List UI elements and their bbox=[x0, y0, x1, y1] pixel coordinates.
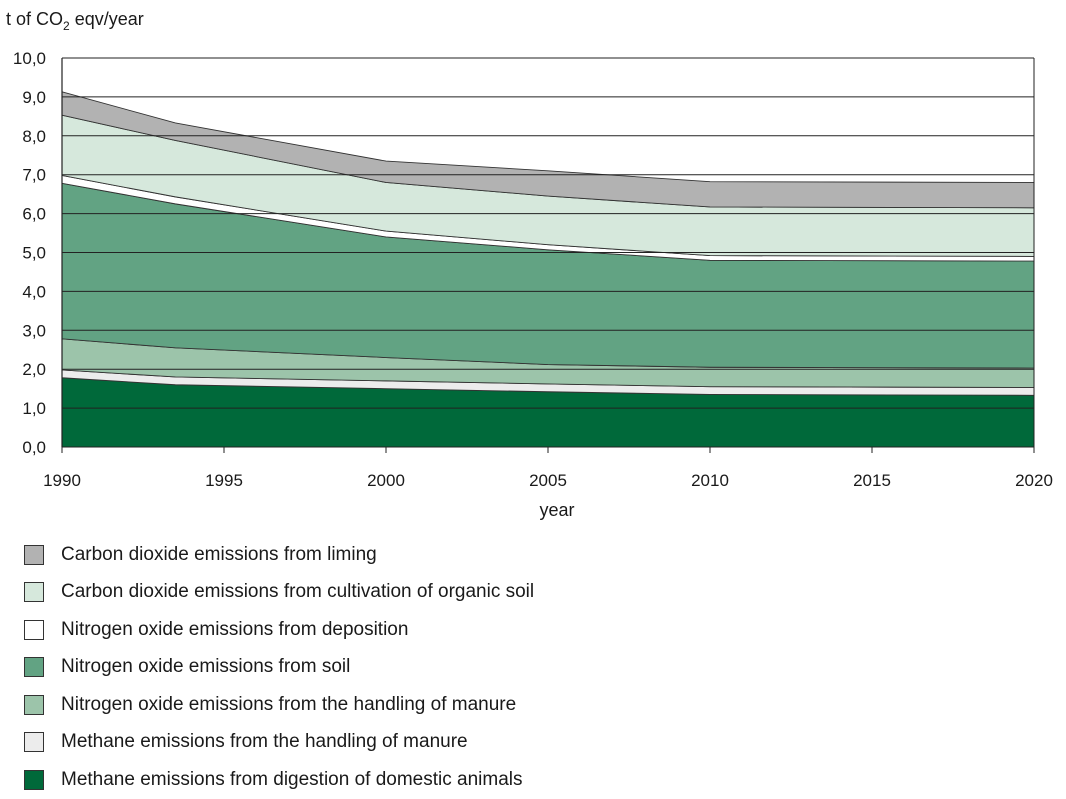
y-tick-label: 4,0 bbox=[22, 282, 46, 301]
y-tick-label: 3,0 bbox=[22, 321, 46, 340]
legend-label: Carbon dioxide emissions from liming bbox=[61, 543, 377, 565]
legend-swatch bbox=[24, 544, 44, 565]
area-layers bbox=[61, 91, 1035, 448]
legend-swatch bbox=[24, 582, 44, 603]
legend-item: Methane emissions from digestion of dome… bbox=[24, 761, 534, 799]
x-tick-label: 1995 bbox=[205, 471, 243, 490]
legend: Carbon dioxide emissions from liming Carb… bbox=[24, 536, 534, 799]
x-tick-label: 1990 bbox=[43, 471, 81, 490]
stacked-area-chart: t of CO2 eqv/year 0,0 1,0 2,0 3,0 4,0 5,0 6,0 7… bbox=[6, 9, 1053, 520]
x-tick-label: 2000 bbox=[367, 471, 405, 490]
x-tick-labels: 1990 1995 2000 2005 2010 2015 2020 bbox=[43, 471, 1053, 490]
x-tick-label: 2010 bbox=[691, 471, 729, 490]
legend-item: Nitrogen oxide emissions from the handli… bbox=[24, 686, 534, 724]
legend-swatch bbox=[24, 619, 44, 640]
legend-label: Methane emissions from digestion of dome… bbox=[61, 768, 523, 790]
y-tick-label: 2,0 bbox=[22, 360, 46, 379]
x-tick-label: 2020 bbox=[1015, 471, 1053, 490]
x-tick-label: 2005 bbox=[529, 471, 567, 490]
legend-label: Nitrogen oxide emissions from deposition bbox=[61, 618, 409, 640]
y-tick-label: 8,0 bbox=[22, 127, 46, 146]
legend-item: Carbon dioxide emissions from cultivatio… bbox=[24, 574, 534, 612]
grid-lines bbox=[61, 57, 1035, 453]
y-tick-label: 10,0 bbox=[13, 49, 46, 68]
legend-item: Carbon dioxide emissions from liming bbox=[24, 536, 534, 574]
y-tick-label: 9,0 bbox=[22, 88, 46, 107]
legend-swatch bbox=[24, 769, 44, 790]
y-tick-label: 0,0 bbox=[22, 438, 46, 457]
legend-item: Nitrogen oxide emissions from soil bbox=[24, 649, 534, 687]
legend-label: Carbon dioxide emissions from cultivatio… bbox=[61, 581, 535, 603]
y-tick-label: 1,0 bbox=[22, 399, 46, 418]
y-tick-label: 6,0 bbox=[22, 205, 46, 224]
legend-label: Nitrogen oxide emissions from soil bbox=[61, 656, 351, 678]
legend-label: Methane emissions from the handling of m… bbox=[61, 731, 468, 753]
y-tick-labels: 0,0 1,0 2,0 3,0 4,0 5,0 6,0 7,0 8,0 9,0 10,0 bbox=[13, 49, 46, 457]
y-tick-label: 5,0 bbox=[22, 244, 46, 263]
x-tick-label: 2015 bbox=[853, 471, 891, 490]
y-axis-label: t of CO2 eqv/year bbox=[6, 9, 144, 33]
legend-swatch bbox=[24, 732, 44, 753]
legend-label: Nitrogen oxide emissions from the handli… bbox=[61, 693, 517, 715]
legend-swatch bbox=[24, 694, 44, 715]
y-tick-label: 7,0 bbox=[22, 166, 46, 185]
legend-item: Nitrogen oxide emissions from deposition bbox=[24, 611, 534, 649]
legend-swatch bbox=[24, 657, 44, 678]
x-axis-label: year bbox=[539, 500, 574, 520]
legend-item: Methane emissions from the handling of m… bbox=[24, 724, 534, 762]
